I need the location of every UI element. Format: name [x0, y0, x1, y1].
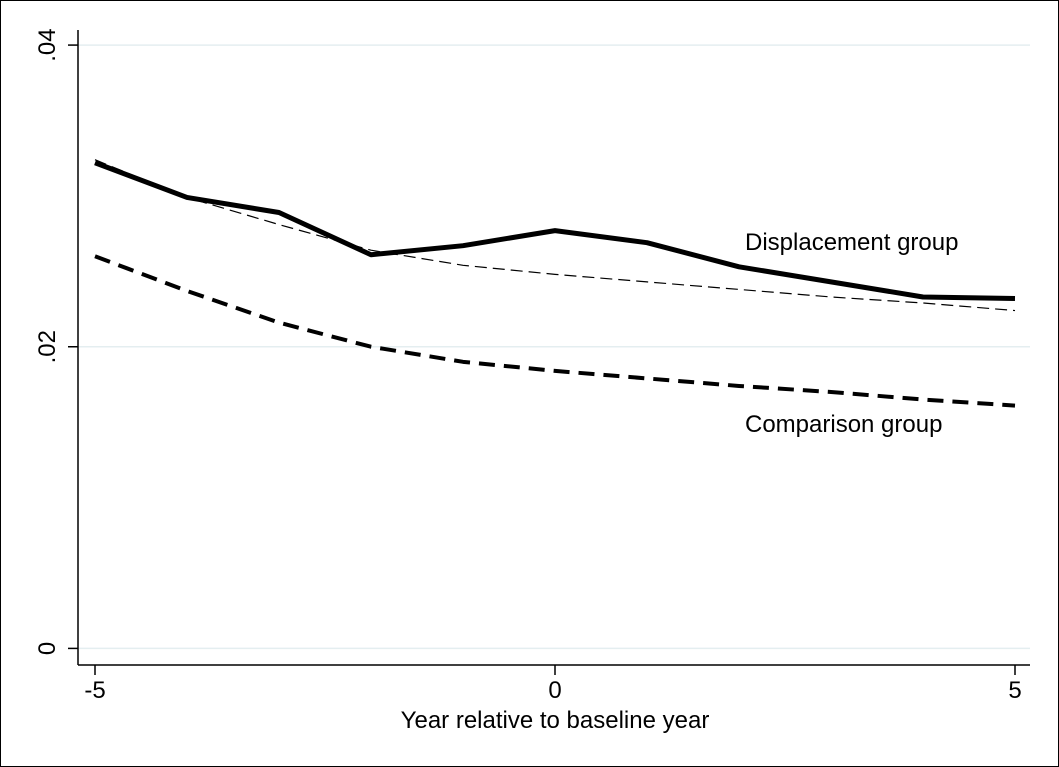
- x-tick-label: 0: [548, 677, 561, 704]
- y-tick-label: .02: [34, 330, 61, 363]
- x-tick-label: 5: [1008, 677, 1021, 704]
- series-label: Comparison group: [745, 411, 942, 438]
- series-label: Displacement group: [745, 229, 958, 256]
- series-line: [94, 159, 1016, 312]
- series-line: [94, 160, 1016, 301]
- x-axis-label: Year relative to baseline year: [401, 707, 710, 734]
- x-tick-label: -5: [84, 677, 105, 704]
- y-tick-label: 0: [34, 642, 61, 655]
- y-tick-label: .04: [34, 28, 61, 61]
- series-line: [94, 254, 1016, 408]
